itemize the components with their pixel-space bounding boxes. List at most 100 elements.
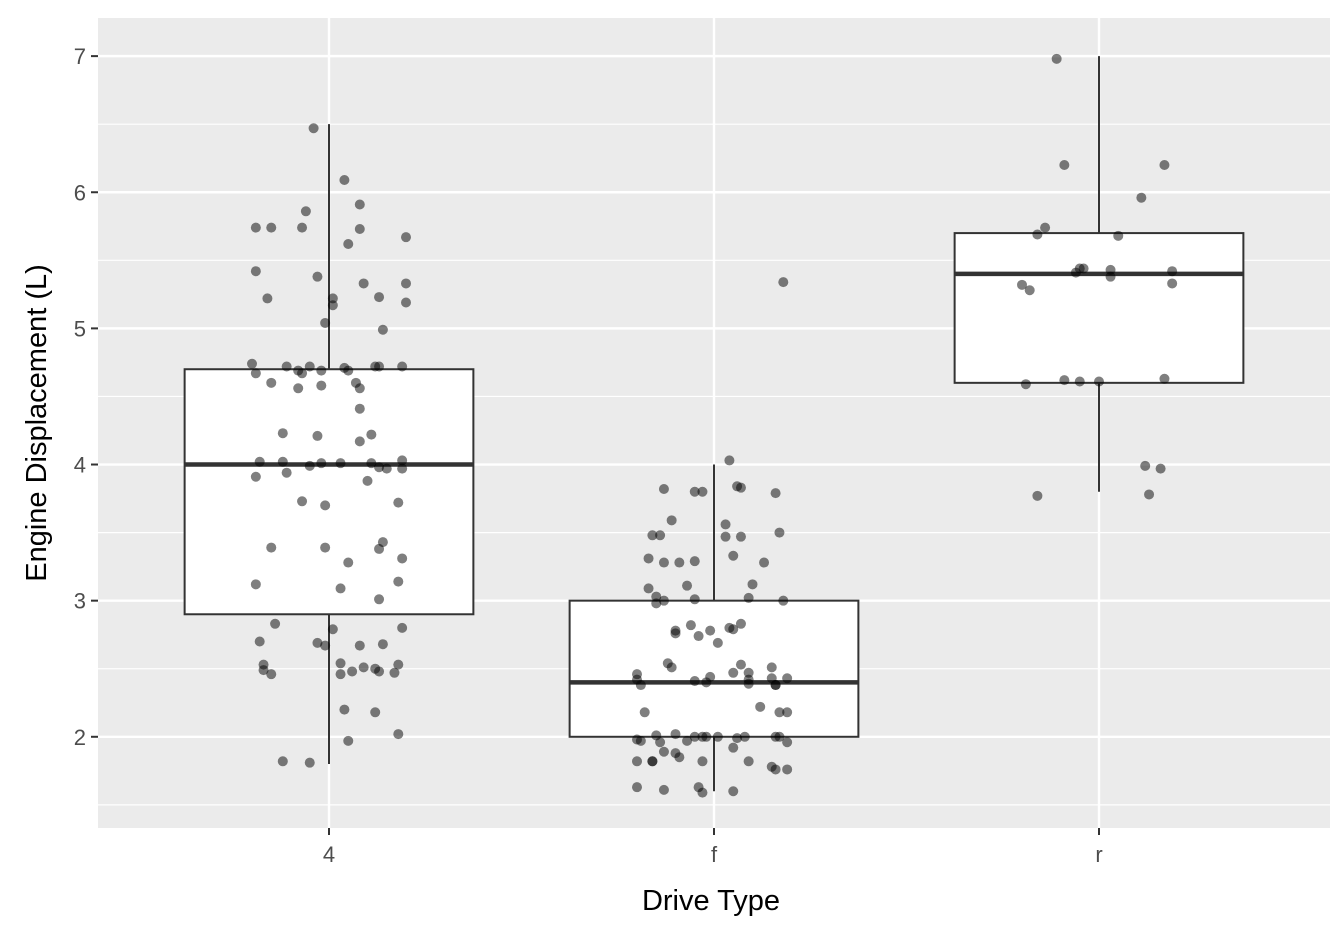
- data-point: [1136, 192, 1147, 203]
- data-point: [381, 463, 392, 474]
- data-point: [297, 368, 308, 379]
- data-point: [397, 622, 408, 633]
- data-point: [770, 488, 781, 499]
- data-point: [643, 583, 654, 594]
- data-point: [374, 462, 385, 473]
- data-point: [266, 222, 277, 233]
- data-point: [262, 293, 273, 304]
- data-point: [782, 707, 793, 718]
- data-point: [747, 579, 758, 590]
- data-point: [1144, 489, 1155, 500]
- data-point: [304, 460, 315, 471]
- data-point: [782, 737, 793, 748]
- data-point: [1167, 266, 1178, 277]
- data-point: [728, 667, 739, 678]
- data-point: [743, 756, 754, 767]
- data-point: [682, 735, 693, 746]
- data-point: [258, 665, 269, 676]
- data-point: [635, 735, 646, 746]
- data-point: [1051, 53, 1062, 64]
- data-point: [320, 542, 331, 553]
- data-point: [632, 756, 642, 767]
- data-point: [397, 455, 408, 466]
- data-point: [358, 662, 369, 673]
- data-point: [354, 199, 365, 210]
- data-point: [735, 482, 746, 493]
- data-point: [1159, 373, 1170, 384]
- data-point: [343, 557, 354, 568]
- data-point: [377, 639, 388, 650]
- data-point: [397, 463, 408, 474]
- data-point: [697, 787, 708, 798]
- data-point: [250, 368, 261, 379]
- jitter-points: [247, 53, 1178, 798]
- data-point: [1094, 376, 1104, 387]
- data-point: [689, 675, 700, 686]
- box-r: [953, 232, 1245, 384]
- data-point: [666, 662, 677, 673]
- data-point: [343, 238, 354, 249]
- data-point: [366, 429, 377, 440]
- data-point: [1024, 285, 1035, 296]
- data-point: [682, 580, 693, 591]
- data-point: [712, 637, 723, 648]
- data-point: [327, 624, 338, 635]
- data-point: [401, 297, 411, 308]
- data-point: [354, 224, 365, 235]
- data-point: [320, 317, 331, 328]
- box-4: [183, 368, 475, 616]
- y-tick-label: 7: [74, 44, 86, 69]
- data-point: [647, 756, 658, 767]
- data-point: [374, 292, 385, 303]
- data-point: [658, 557, 669, 568]
- axes: 2 3 4 5 6 7 4 f r: [74, 44, 1103, 867]
- data-point: [658, 746, 669, 757]
- data-point: [770, 764, 781, 775]
- y-tick-label: 3: [74, 589, 86, 614]
- data-point: [393, 729, 404, 740]
- data-point: [250, 579, 261, 590]
- data-point: [701, 677, 712, 688]
- data-point: [658, 484, 669, 495]
- data-point: [759, 557, 770, 568]
- data-point: [377, 324, 388, 335]
- data-point: [316, 380, 327, 391]
- data-point: [281, 467, 292, 478]
- data-point: [782, 673, 793, 684]
- data-point: [674, 752, 685, 763]
- data-point: [647, 530, 658, 541]
- data-point: [312, 430, 323, 441]
- data-point: [782, 764, 793, 775]
- data-point: [1155, 463, 1166, 474]
- x-tick-label: 4: [323, 842, 335, 867]
- data-point: [270, 618, 281, 629]
- data-point: [247, 358, 257, 369]
- data-point: [339, 704, 350, 715]
- data-point: [297, 222, 308, 233]
- data-point: [735, 531, 746, 542]
- data-point: [335, 658, 346, 669]
- data-point: [308, 123, 319, 134]
- data-point: [666, 515, 677, 526]
- data-point: [250, 471, 261, 482]
- data-point: [1167, 278, 1178, 289]
- data-point: [651, 598, 662, 609]
- data-point: [254, 456, 265, 467]
- data-point: [720, 531, 731, 542]
- x-tick-label: r: [1095, 842, 1102, 867]
- data-point: [397, 361, 408, 372]
- data-point: [728, 624, 739, 635]
- data-point: [362, 475, 373, 486]
- data-point: [347, 666, 358, 677]
- x-axis-title: Drive Type: [642, 885, 780, 917]
- data-point: [354, 436, 365, 447]
- data-point: [358, 278, 369, 289]
- data-point: [766, 662, 777, 673]
- data-point: [705, 625, 716, 636]
- data-point: [327, 300, 338, 311]
- data-point: [728, 786, 739, 797]
- data-point: [670, 729, 681, 740]
- data-point: [354, 640, 365, 651]
- data-point: [266, 669, 277, 680]
- data-point: [343, 735, 354, 746]
